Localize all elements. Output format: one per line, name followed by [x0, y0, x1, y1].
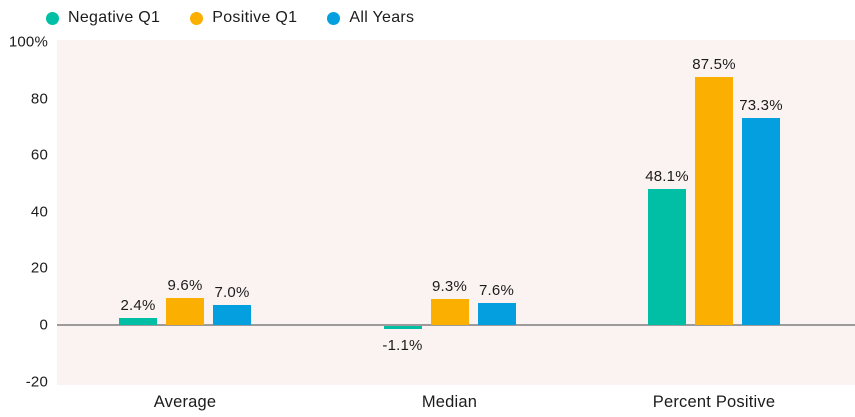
bar-value-label: 48.1%: [645, 167, 689, 185]
bar-negative-q1: [119, 318, 157, 325]
legend-label: Negative Q1: [68, 9, 161, 26]
legend-item: Positive Q1: [190, 9, 297, 27]
y-axis-tick-label: -20: [25, 373, 48, 391]
chart-legend: Negative Q1 Positive Q1 All Years: [46, 9, 414, 27]
bar-value-label: 73.3%: [739, 96, 783, 114]
legend-label: All Years: [349, 9, 415, 26]
y-axis-tick-label: 100%: [8, 33, 48, 51]
bar-value-label: 7.0%: [214, 284, 250, 302]
bar-positive-q1: [695, 77, 733, 325]
bar-negative-q1: [383, 326, 422, 330]
y-axis-tick-label: 0: [39, 316, 48, 334]
plot-area: [57, 40, 855, 385]
legend-color-dot: [46, 11, 59, 25]
bar-value-label: 9.3%: [432, 277, 467, 295]
bar-positive-q1: [166, 297, 204, 325]
bar-value-label: 9.6%: [167, 276, 203, 294]
bar-all-years: [742, 117, 780, 325]
y-axis-tick-label: 40: [30, 203, 48, 221]
bar-positive-q1: [430, 298, 469, 325]
legend-color-dot: [190, 11, 204, 25]
y-axis-tick-label: 60: [30, 146, 48, 164]
zero-axis-line: [57, 324, 855, 326]
legend-color-dot: [327, 11, 341, 25]
bar-all-years: [213, 305, 251, 325]
bar-value-label: 87.5%: [692, 56, 736, 74]
category-label: Percent Positive: [652, 393, 776, 411]
bar-all-years: [477, 303, 516, 325]
category-label: Median: [421, 393, 478, 411]
legend-label: Positive Q1: [212, 9, 298, 26]
bar-value-label: 7.6%: [479, 282, 514, 300]
legend-item: All Years: [327, 9, 414, 27]
y-axis-tick-label: 80: [30, 90, 48, 108]
bar-negative-q1: [648, 188, 686, 325]
y-axis-tick-label: 20: [30, 259, 48, 277]
legend-item: Negative Q1: [46, 9, 160, 27]
bar-value-label: -1.1%: [382, 337, 423, 355]
category-label: Average: [153, 393, 217, 411]
bar-value-label: 2.4%: [120, 297, 156, 315]
